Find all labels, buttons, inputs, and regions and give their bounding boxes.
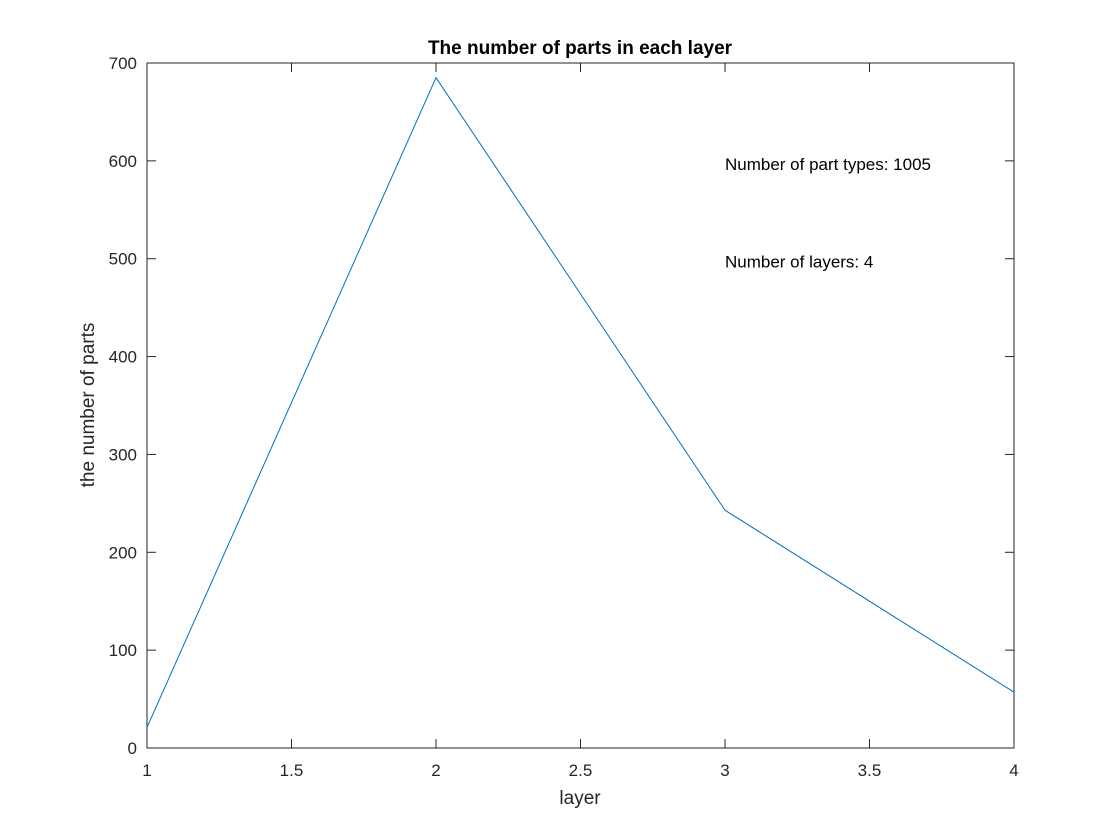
plot-area [146,62,1015,749]
x-axis-label: layer [559,788,601,809]
x-tick-label: 2.5 [569,761,593,780]
annotation-group: Number of part types: 1005 Number of laye… [725,155,931,272]
y-tick-label: 100 [109,641,137,660]
y-tick-label: 300 [109,445,137,464]
annotation-text: Number of part types: 1005 [725,155,931,174]
x-tick-label: 2 [431,761,440,780]
x-tick-label: 1 [142,761,151,780]
y-tick-label: 0 [128,739,137,758]
x-tick-label: 4 [1009,761,1018,780]
series-line [146,76,1015,728]
x-tick-label: 3 [720,761,729,780]
x-tick-label: 3.5 [858,761,882,780]
y-tick-label: 700 [109,54,137,73]
y-tick-label: 200 [109,543,137,562]
chart-title: The number of parts in each layer [428,38,733,59]
x-tick-label: 1.5 [280,761,304,780]
y-axis-label: the number of parts [78,323,99,488]
y-tick-label: 400 [109,348,137,367]
y-tick-label: 500 [109,250,137,269]
series-group [146,76,1015,728]
annotation-text: Number of layers: 4 [725,253,873,272]
axis-ticks: 1 1.5 2 2.5 3 3.5 4 0 100 200 300 400 500 600 700 [109,54,1019,780]
y-tick-label: 600 [109,152,137,171]
